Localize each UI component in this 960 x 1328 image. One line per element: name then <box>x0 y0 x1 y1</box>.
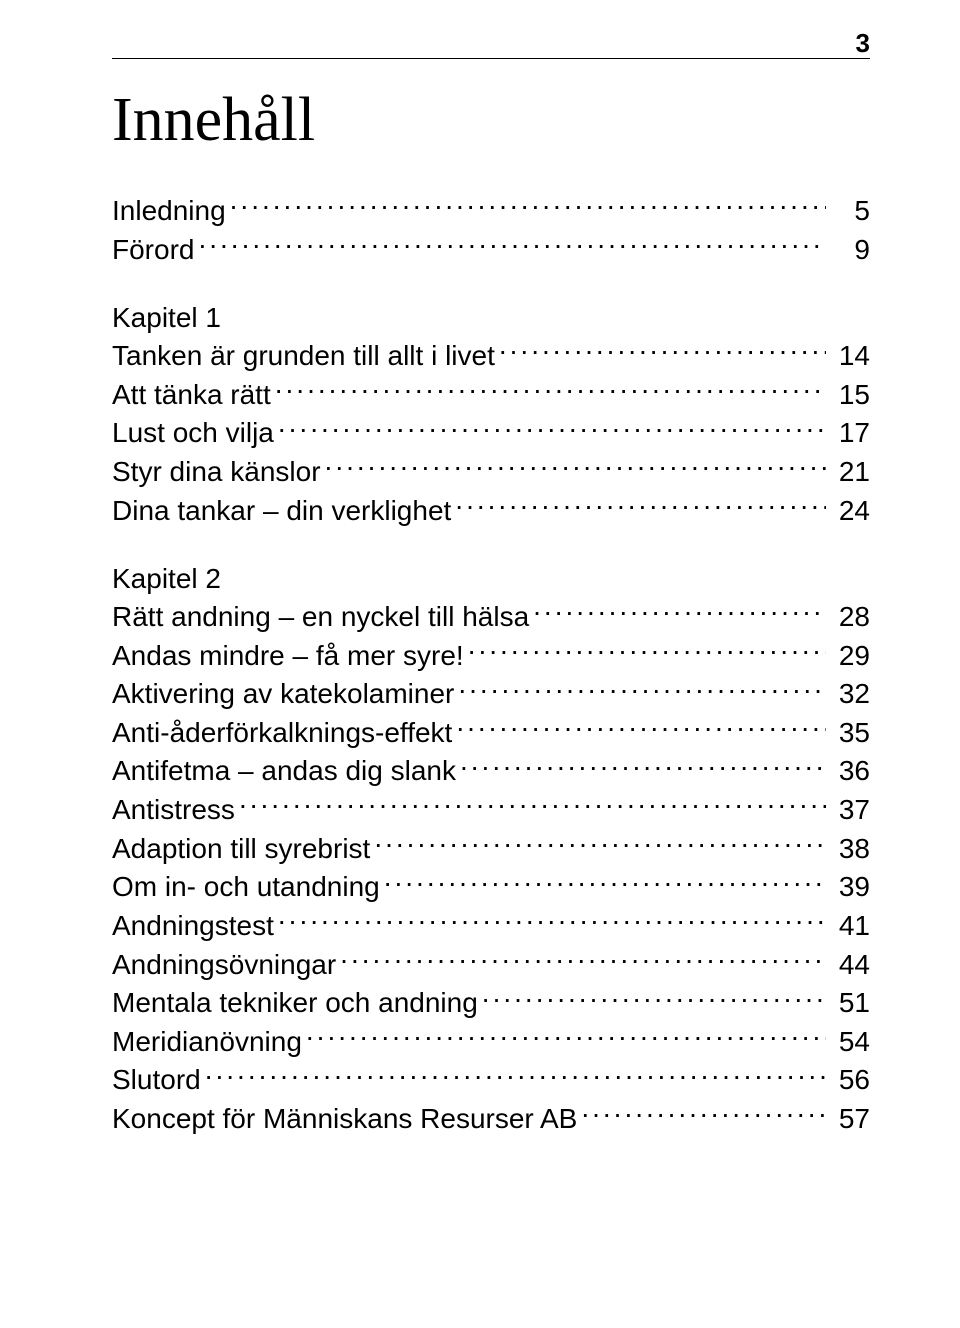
toc-leader <box>482 984 826 1012</box>
page-number: 3 <box>856 28 870 59</box>
toc-entry-page: 39 <box>830 868 870 907</box>
toc-entry-page: 29 <box>830 637 870 676</box>
toc-entry-label: Andas mindre – få mer syre! <box>112 637 464 676</box>
toc-leader <box>456 714 826 742</box>
page-title: Innehåll <box>112 85 870 156</box>
toc-entry: Lust och vilja 17 <box>112 414 870 453</box>
toc-leader <box>468 637 826 665</box>
toc-entry-label: Adaption till syrebrist <box>112 830 370 869</box>
toc-section: Kapitel 2Rätt andning – en nyckel till h… <box>112 560 870 1139</box>
toc-entry-label: Koncept för Människans Resurser AB <box>112 1100 577 1139</box>
toc-entry: Inledning 5 <box>112 192 870 231</box>
toc-entry: Rätt andning – en nyckel till hälsa 28 <box>112 598 870 637</box>
chapter-heading: Kapitel 2 <box>112 560 870 598</box>
toc-leader <box>374 830 826 858</box>
toc-leader <box>581 1100 826 1128</box>
toc-entry: Att tänka rätt 15 <box>112 376 870 415</box>
toc-leader <box>278 414 826 442</box>
toc-entry-label: Andningstest <box>112 907 274 946</box>
toc-section: Kapitel 1Tanken är grunden till allt i l… <box>112 299 870 530</box>
toc-entry: Koncept för Människans Resurser AB 57 <box>112 1100 870 1139</box>
toc-entry: Om in- och utandning 39 <box>112 868 870 907</box>
toc-entry: Mentala tekniker och andning 51 <box>112 984 870 1023</box>
toc-entry-label: Slutord <box>112 1061 201 1100</box>
toc-entry-page: 54 <box>830 1023 870 1062</box>
toc-leader <box>239 791 826 819</box>
toc-entry-page: 14 <box>830 337 870 376</box>
toc-entry-label: Aktivering av katekolaminer <box>112 675 454 714</box>
toc-entry-page: 56 <box>830 1061 870 1100</box>
toc-entry-page: 28 <box>830 598 870 637</box>
toc-leader <box>533 598 826 626</box>
toc-entry-label: Tanken är grunden till allt i livet <box>112 337 495 376</box>
toc-entry-label: Anti-åderförkalknings-effekt <box>112 714 452 753</box>
toc-leader <box>458 675 826 703</box>
toc-entry: Anti-åderförkalknings-effekt 35 <box>112 714 870 753</box>
table-of-contents: Inledning 5 Förord 9 Kapitel 1Tanken är grun… <box>112 192 870 1139</box>
toc-entry-label: Antistress <box>112 791 235 830</box>
toc-leader <box>205 1061 826 1089</box>
toc-entry-page: 51 <box>830 984 870 1023</box>
toc-entry-page: 38 <box>830 830 870 869</box>
toc-leader <box>230 192 826 220</box>
toc-leader <box>278 907 826 935</box>
toc-entry-page: 32 <box>830 675 870 714</box>
toc-entry-label: Antifetma – andas dig slank <box>112 752 456 791</box>
toc-entry-page: 15 <box>830 376 870 415</box>
toc-leader <box>306 1023 826 1051</box>
toc-entry: Förord 9 <box>112 231 870 270</box>
toc-entry-page: 17 <box>830 414 870 453</box>
toc-leader <box>384 868 826 896</box>
toc-entry: Andningstest 41 <box>112 907 870 946</box>
toc-entry-label: Att tänka rätt <box>112 376 271 415</box>
chapter-heading: Kapitel 1 <box>112 299 870 337</box>
toc-entry-label: Rätt andning – en nyckel till hälsa <box>112 598 529 637</box>
toc-entry-label: Dina tankar – din verklighet <box>112 492 451 531</box>
toc-entry: Andas mindre – få mer syre! 29 <box>112 637 870 676</box>
toc-leader <box>275 376 826 404</box>
toc-entry: Slutord 56 <box>112 1061 870 1100</box>
toc-entry-page: 24 <box>830 492 870 531</box>
toc-entry: Adaption till syrebrist 38 <box>112 830 870 869</box>
toc-entry-label: Lust och vilja <box>112 414 274 453</box>
toc-entry: Meridianövning 54 <box>112 1023 870 1062</box>
toc-leader <box>460 752 826 780</box>
toc-entry: Dina tankar – din verklighet 24 <box>112 492 870 531</box>
toc-entry-page: 9 <box>830 231 870 270</box>
toc-leader <box>499 337 826 365</box>
toc-entry-page: 36 <box>830 752 870 791</box>
toc-entry-label: Inledning <box>112 192 226 231</box>
toc-entry-page: 44 <box>830 946 870 985</box>
toc-entry-page: 41 <box>830 907 870 946</box>
document-page: 3 Innehåll Inledning 5 Förord 9 Kapitel 1Tan… <box>0 0 960 1328</box>
toc-entry: Andningsövningar 44 <box>112 946 870 985</box>
toc-entry-label: Styr dina känslor <box>112 453 321 492</box>
toc-entry-label: Om in- och utandning <box>112 868 380 907</box>
toc-entry-page: 37 <box>830 791 870 830</box>
toc-entry-page: 35 <box>830 714 870 753</box>
toc-entry-page: 21 <box>830 453 870 492</box>
toc-entry-label: Mentala tekniker och andning <box>112 984 478 1023</box>
toc-entry-page: 5 <box>830 192 870 231</box>
toc-leader <box>325 453 826 481</box>
toc-entry: Tanken är grunden till allt i livet 14 <box>112 337 870 376</box>
toc-leader <box>455 492 826 520</box>
toc-entry-label: Meridianövning <box>112 1023 302 1062</box>
toc-entry-page: 57 <box>830 1100 870 1139</box>
toc-entry: Antistress 37 <box>112 791 870 830</box>
horizontal-rule <box>112 58 870 59</box>
toc-entry: Aktivering av katekolaminer 32 <box>112 675 870 714</box>
toc-section: Inledning 5 Förord 9 <box>112 192 870 269</box>
toc-entry-label: Andningsövningar <box>112 946 336 985</box>
toc-entry: Styr dina känslor 21 <box>112 453 870 492</box>
toc-entry: Antifetma – andas dig slank 36 <box>112 752 870 791</box>
toc-leader <box>340 946 826 974</box>
toc-leader <box>198 231 826 259</box>
toc-entry-label: Förord <box>112 231 194 270</box>
